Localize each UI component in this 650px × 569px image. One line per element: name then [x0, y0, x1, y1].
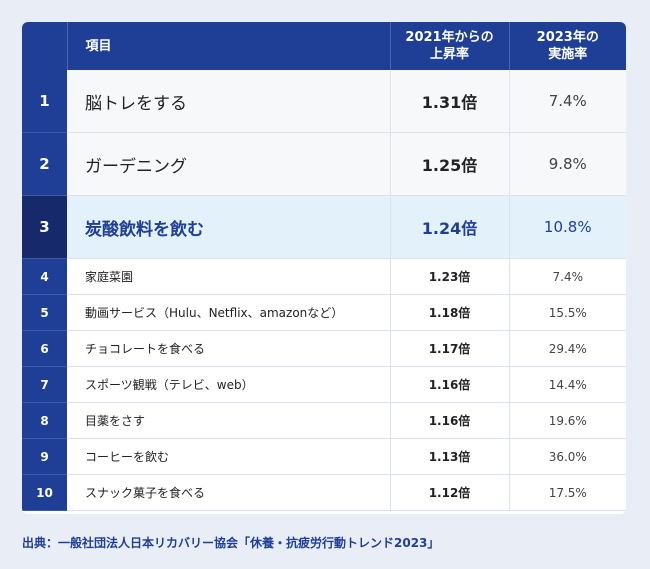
header-increase-rate-line1: 2021年からの	[405, 30, 494, 45]
increase-rate-cell: 1.13倍	[390, 438, 510, 475]
item-cell: 脳トレをする	[67, 70, 391, 133]
item-cell: 家庭菜園	[67, 258, 391, 295]
increase-rate-cell: 1.23倍	[390, 258, 510, 295]
implementation-rate-cell: 15.5%	[509, 294, 626, 331]
header-implementation-rate: 2023年の 実施率	[509, 22, 626, 70]
rank-cell: 8	[22, 402, 67, 439]
header-implementation-rate-line2: 実施率	[548, 47, 588, 62]
table-row: 2 ガーデニング 1.25倍 9.8%	[22, 132, 626, 196]
implementation-rate-cell: 36.0%	[509, 438, 626, 475]
increase-rate-cell: 1.31倍	[390, 70, 510, 133]
source-citation: 出典：一般社団法人日本リカバリー協会「休養・抗疲労行動トレンド2023」	[22, 536, 440, 550]
item-cell: スナック菓子を食べる	[67, 474, 391, 511]
header-implementation-rate-line1: 2023年の	[536, 30, 599, 45]
table-header-row: 項目 2021年からの 上昇率 2023年の 実施率	[22, 22, 626, 70]
item-cell: チョコレートを食べる	[67, 330, 391, 367]
implementation-rate-cell: 7.4%	[509, 70, 626, 133]
rank-cell: 5	[22, 294, 67, 331]
increase-rate-cell: 1.25倍	[390, 132, 510, 196]
increase-rate-cell: 1.16倍	[390, 402, 510, 439]
item-cell: コーヒーを飲む	[67, 438, 391, 475]
implementation-rate-cell: 14.4%	[509, 366, 626, 403]
table-row: 9 コーヒーを飲む 1.13倍 36.0%	[22, 438, 626, 475]
increase-rate-cell: 1.12倍	[390, 474, 510, 511]
item-cell: ガーデニング	[67, 132, 391, 196]
header-rank	[22, 22, 68, 70]
implementation-rate-cell: 19.6%	[509, 402, 626, 439]
increase-rate-cell: 1.17倍	[390, 330, 510, 367]
implementation-rate-cell: 17.5%	[509, 474, 626, 511]
header-increase-rate: 2021年からの 上昇率	[390, 22, 510, 70]
table-row: 4 家庭菜園 1.23倍 7.4%	[22, 258, 626, 295]
table-row: 8 目薬をさす 1.16倍 19.6%	[22, 402, 626, 439]
implementation-rate-cell: 9.8%	[509, 132, 626, 196]
implementation-rate-cell: 7.4%	[509, 258, 626, 295]
rank-cell: 7	[22, 366, 67, 403]
item-cell: 炭酸飲料を飲む	[67, 195, 391, 259]
header-increase-rate-line2: 上昇率	[429, 47, 469, 62]
rank-cell: 3	[22, 195, 67, 259]
ranking-table-card: 項目 2021年からの 上昇率 2023年の 実施率 1 脳トレをする 1.31…	[22, 22, 626, 514]
table-row: 5 動画サービス（Hulu、Netflix、amazonなど） 1.18倍 15…	[22, 294, 626, 331]
ranking-table: 項目 2021年からの 上昇率 2023年の 実施率 1 脳トレをする 1.31…	[22, 22, 626, 511]
increase-rate-cell: 1.18倍	[390, 294, 510, 331]
implementation-rate-cell: 29.4%	[509, 330, 626, 367]
rank-cell: 1	[22, 70, 67, 133]
rank-cell: 10	[22, 474, 67, 511]
item-cell: 目薬をさす	[67, 402, 391, 439]
item-cell: スポーツ観戦（テレビ、web）	[67, 366, 391, 403]
table-row: 10 スナック菓子を食べる 1.12倍 17.5%	[22, 474, 626, 511]
rank-cell: 2	[22, 132, 67, 196]
implementation-rate-cell: 10.8%	[509, 195, 626, 259]
table-row-highlighted: 3 炭酸飲料を飲む 1.24倍 10.8%	[22, 195, 626, 259]
table-row: 1 脳トレをする 1.31倍 7.4%	[22, 70, 626, 133]
item-cell: 動画サービス（Hulu、Netflix、amazonなど）	[67, 294, 391, 331]
increase-rate-cell: 1.16倍	[390, 366, 510, 403]
table-row: 6 チョコレートを食べる 1.17倍 29.4%	[22, 330, 626, 367]
rank-cell: 9	[22, 438, 67, 475]
header-item: 項目	[67, 22, 391, 70]
table-row: 7 スポーツ観戦（テレビ、web） 1.16倍 14.4%	[22, 366, 626, 403]
rank-cell: 4	[22, 258, 67, 295]
rank-cell: 6	[22, 330, 67, 367]
increase-rate-cell: 1.24倍	[390, 195, 510, 259]
